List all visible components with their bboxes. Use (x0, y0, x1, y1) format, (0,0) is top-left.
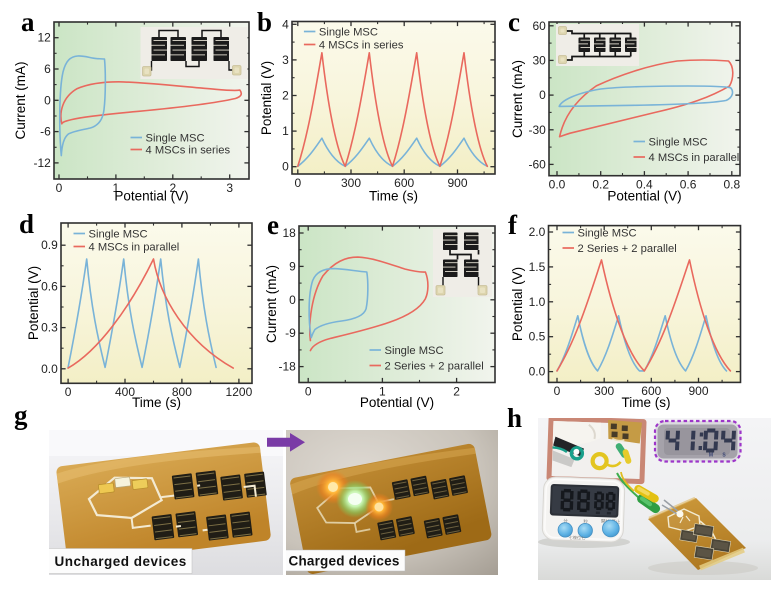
svg-text:h: h (507, 403, 522, 433)
svg-text:300: 300 (594, 384, 614, 398)
svg-text:Time (s): Time (s) (622, 395, 671, 410)
svg-text:-60: -60 (528, 157, 546, 171)
svg-text:Potential (V): Potential (V) (259, 61, 274, 135)
svg-text:Charged devices: Charged devices (289, 554, 400, 569)
svg-text:3: 3 (282, 53, 289, 67)
svg-text:1: 1 (282, 124, 289, 138)
svg-text:Time (s): Time (s) (132, 395, 181, 410)
svg-text:900: 900 (447, 176, 467, 190)
svg-text:0: 0 (44, 93, 51, 107)
svg-text:a: a (21, 7, 35, 37)
svg-text:c: c (508, 7, 520, 37)
svg-text:-12: -12 (33, 156, 51, 170)
svg-text:d: d (19, 209, 34, 239)
svg-text:0: 0 (305, 384, 312, 398)
svg-text:2: 2 (282, 89, 289, 103)
svg-text:600: 600 (641, 384, 661, 398)
svg-text:分: 分 (563, 517, 568, 524)
svg-text:Single MSC: Single MSC (649, 136, 708, 148)
svg-text:Potential (V): Potential (V) (26, 266, 41, 340)
svg-text:1: 1 (113, 181, 120, 195)
svg-text:9: 9 (289, 259, 296, 273)
svg-text:2.0: 2.0 (529, 225, 546, 239)
svg-text:g: g (14, 400, 28, 430)
svg-text:2 Series + 2 parallel: 2 Series + 2 parallel (578, 243, 677, 255)
svg-text:6: 6 (44, 62, 51, 76)
svg-text:2: 2 (453, 384, 460, 398)
svg-text:0.0: 0.0 (41, 362, 58, 376)
svg-text:Potential (V): Potential (V) (607, 189, 681, 204)
svg-text:60: 60 (532, 19, 546, 33)
svg-text:Single MSC: Single MSC (89, 228, 148, 240)
svg-text:2: 2 (169, 181, 176, 195)
svg-text:Potential (V): Potential (V) (360, 395, 434, 410)
svg-text:1: 1 (379, 384, 386, 398)
svg-text:-6: -6 (40, 125, 51, 139)
svg-text:0.6: 0.6 (41, 279, 58, 293)
svg-text:0: 0 (289, 293, 296, 307)
svg-text:0: 0 (56, 181, 63, 195)
svg-text:4: 4 (282, 17, 289, 31)
svg-text:600: 600 (394, 176, 414, 190)
svg-text:Single MSC: Single MSC (319, 26, 378, 38)
svg-text:1200: 1200 (226, 385, 253, 399)
svg-text:0: 0 (294, 176, 301, 190)
svg-text:0.5: 0.5 (529, 330, 546, 344)
svg-text:1.0: 1.0 (529, 295, 546, 309)
svg-text:0.9: 0.9 (41, 238, 58, 252)
svg-text:M: M (709, 453, 713, 459)
svg-text:400: 400 (115, 385, 135, 399)
svg-text:Single MSC: Single MSC (578, 227, 637, 239)
svg-text:-9: -9 (285, 326, 296, 340)
svg-text:-18: -18 (278, 360, 296, 374)
svg-text:900: 900 (688, 384, 708, 398)
svg-text:0.2: 0.2 (592, 178, 609, 192)
svg-text:Current (mA): Current (mA) (13, 61, 28, 139)
svg-text:Potential (V): Potential (V) (114, 189, 188, 204)
svg-text:4 MSCs in series: 4 MSCs in series (319, 39, 404, 51)
svg-text:0.4: 0.4 (636, 178, 653, 192)
svg-text:0.0: 0.0 (549, 178, 566, 192)
svg-text:1.5: 1.5 (529, 260, 546, 274)
svg-text:Current (mA): Current (mA) (510, 60, 525, 138)
svg-text:30: 30 (532, 53, 546, 67)
svg-text:0: 0 (539, 88, 546, 102)
svg-text:0: 0 (554, 384, 561, 398)
svg-text:Potential (V): Potential (V) (510, 267, 525, 341)
svg-text:0.3: 0.3 (41, 321, 58, 335)
svg-text:18: 18 (282, 226, 296, 240)
svg-text:4 MSCs in parallel: 4 MSCs in parallel (649, 152, 740, 164)
svg-text:b: b (257, 7, 272, 37)
svg-text:Single MSC: Single MSC (385, 345, 444, 357)
svg-text:秒: 秒 (583, 518, 588, 525)
svg-text:-30: -30 (528, 123, 546, 137)
svg-text:0.0: 0.0 (529, 365, 546, 379)
svg-text:300: 300 (341, 176, 361, 190)
svg-text:Single MSC: Single MSC (146, 132, 205, 144)
svg-text:12: 12 (37, 31, 51, 45)
svg-text:3: 3 (226, 181, 233, 195)
svg-text:4 MSCs in parallel: 4 MSCs in parallel (89, 241, 180, 253)
svg-text:0.8: 0.8 (723, 178, 740, 192)
svg-text:Time (s): Time (s) (369, 189, 418, 204)
svg-text:Current (mA): Current (mA) (264, 265, 279, 343)
svg-text:0.6: 0.6 (680, 178, 697, 192)
svg-text:e: e (267, 210, 279, 240)
svg-text:七複位七: 七複位七 (568, 534, 585, 542)
svg-text:f: f (508, 210, 518, 240)
svg-text:Uncharged devices: Uncharged devices (55, 554, 187, 569)
svg-text:0: 0 (65, 385, 72, 399)
svg-text:2 Series + 2 parallel: 2 Series + 2 parallel (385, 360, 484, 372)
svg-text:4 MSCs in series: 4 MSCs in series (146, 144, 231, 156)
svg-text:S: S (722, 453, 726, 459)
svg-text:800: 800 (172, 385, 192, 399)
svg-text:0: 0 (282, 160, 289, 174)
